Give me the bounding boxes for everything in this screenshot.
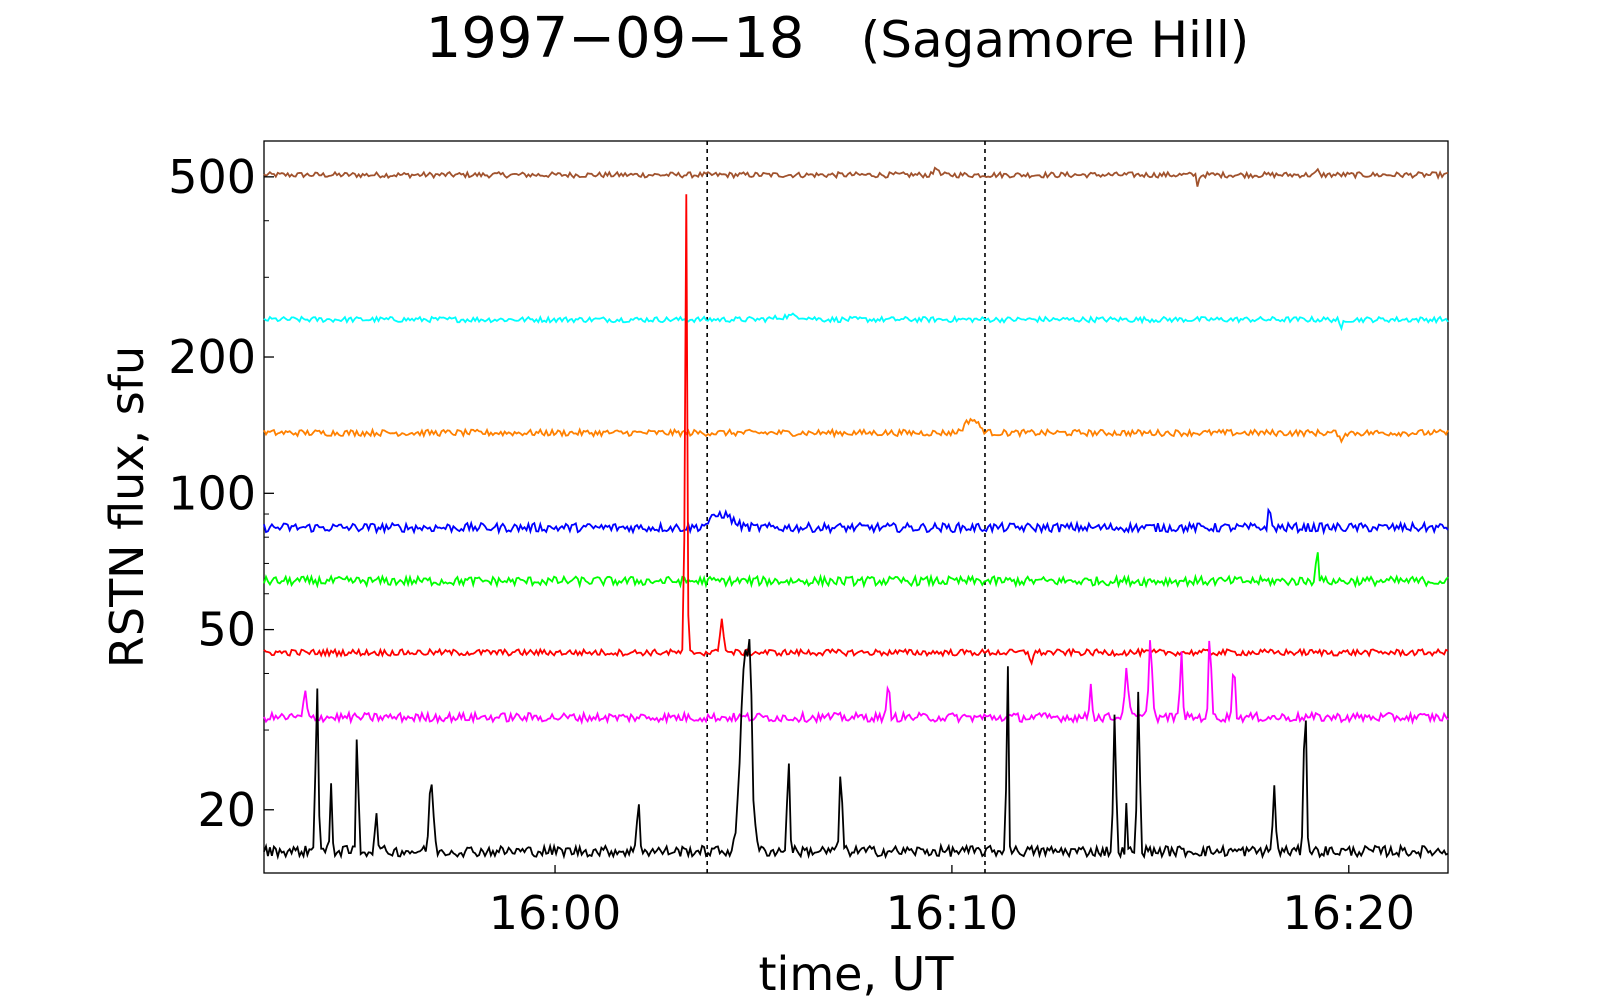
y-tick-label-3: 100 (168, 466, 256, 520)
chart-subtitle: (Sagamore Hill) (861, 11, 1249, 69)
plot-area (263, 140, 1449, 874)
y-tick-label-5: 500 (168, 150, 256, 204)
series-line-7 (263, 640, 1449, 726)
y-tick-label-2: 50 (197, 603, 256, 657)
series-line-4 (263, 507, 1449, 536)
series-line-3 (263, 417, 1449, 444)
x-tick-label-1: 16:00 (489, 886, 622, 940)
series-line-8 (263, 639, 1449, 861)
series-line-6 (263, 194, 1449, 667)
x-tick-label-3: 16:20 (1282, 886, 1415, 940)
x-tick-label-2: 16:10 (886, 886, 1019, 940)
y-tick-label-1: 20 (197, 783, 256, 837)
vertical-markers (706, 141, 986, 873)
series-line-1 (263, 166, 1449, 187)
series-group (263, 166, 1449, 861)
y-axis-label: RSTN flux, sfu (100, 346, 154, 668)
y-tick-label-4: 200 (168, 330, 256, 384)
series-line-2 (263, 312, 1449, 332)
axis-ticks: 16:00 16:10 16:20 20 50 100 200 500 (168, 150, 1415, 940)
x-axis-label: time, UT (759, 947, 955, 1000)
chart-title: 1997−09−18 (426, 6, 805, 71)
series-line-5 (263, 552, 1449, 589)
